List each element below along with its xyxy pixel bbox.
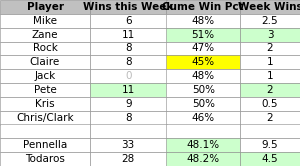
- Text: Jack: Jack: [34, 71, 56, 81]
- Text: 48.2%: 48.2%: [187, 154, 220, 164]
- Bar: [0, 124, 90, 138]
- Text: 50%: 50%: [192, 99, 215, 109]
- Bar: [0, 152, 90, 166]
- Text: 4.5: 4.5: [262, 154, 278, 164]
- Bar: [240, 69, 300, 83]
- Text: 48%: 48%: [192, 16, 215, 26]
- Bar: [167, 0, 240, 14]
- Bar: [90, 124, 166, 138]
- Text: 45%: 45%: [192, 57, 215, 67]
- Text: Rock: Rock: [33, 43, 57, 53]
- Bar: [0, 14, 90, 28]
- Bar: [167, 55, 240, 69]
- Text: 1: 1: [267, 71, 273, 81]
- Text: 2: 2: [267, 113, 273, 123]
- Bar: [167, 97, 240, 111]
- Text: Claire: Claire: [30, 57, 60, 67]
- Text: Cume Win Pct: Cume Win Pct: [162, 2, 244, 12]
- Bar: [90, 111, 166, 124]
- Text: 6: 6: [125, 16, 132, 26]
- Bar: [90, 55, 166, 69]
- Bar: [167, 152, 240, 166]
- Bar: [0, 111, 90, 124]
- Bar: [90, 14, 166, 28]
- Bar: [0, 97, 90, 111]
- Text: 46%: 46%: [192, 113, 215, 123]
- Bar: [167, 14, 240, 28]
- Bar: [90, 138, 166, 152]
- Bar: [0, 42, 90, 55]
- Text: 9: 9: [125, 99, 132, 109]
- Text: 9.5: 9.5: [262, 140, 278, 150]
- Text: Todaros: Todaros: [25, 154, 65, 164]
- Bar: [167, 138, 240, 152]
- Bar: [90, 97, 166, 111]
- Bar: [90, 28, 166, 42]
- Bar: [167, 69, 240, 83]
- Bar: [240, 55, 300, 69]
- Text: 8: 8: [125, 43, 132, 53]
- Bar: [240, 152, 300, 166]
- Text: 48%: 48%: [192, 71, 215, 81]
- Bar: [240, 138, 300, 152]
- Text: 8: 8: [125, 113, 132, 123]
- Text: 0.5: 0.5: [262, 99, 278, 109]
- Bar: [240, 0, 300, 14]
- Text: Zane: Zane: [32, 30, 58, 40]
- Text: Pennella: Pennella: [23, 140, 67, 150]
- Text: 47%: 47%: [192, 43, 215, 53]
- Bar: [90, 0, 166, 14]
- Text: 0: 0: [125, 71, 131, 81]
- Bar: [240, 42, 300, 55]
- Bar: [0, 83, 90, 97]
- Bar: [167, 111, 240, 124]
- Text: Mike: Mike: [33, 16, 57, 26]
- Text: 8: 8: [125, 57, 132, 67]
- Text: 2: 2: [267, 43, 273, 53]
- Bar: [0, 69, 90, 83]
- Bar: [90, 83, 166, 97]
- Text: 50%: 50%: [192, 85, 215, 95]
- Text: 2: 2: [267, 85, 273, 95]
- Bar: [0, 28, 90, 42]
- Bar: [0, 138, 90, 152]
- Bar: [240, 83, 300, 97]
- Bar: [167, 42, 240, 55]
- Text: Player: Player: [26, 2, 64, 12]
- Bar: [240, 124, 300, 138]
- Bar: [90, 69, 166, 83]
- Bar: [240, 97, 300, 111]
- Text: 28: 28: [122, 154, 135, 164]
- Text: 11: 11: [122, 30, 135, 40]
- Text: Kris: Kris: [35, 99, 55, 109]
- Bar: [0, 55, 90, 69]
- Text: 33: 33: [122, 140, 135, 150]
- Text: Wins this Week: Wins this Week: [83, 2, 173, 12]
- Text: Chris/Clark: Chris/Clark: [16, 113, 74, 123]
- Bar: [90, 152, 166, 166]
- Bar: [240, 111, 300, 124]
- Bar: [167, 124, 240, 138]
- Text: 3: 3: [267, 30, 273, 40]
- Text: 1: 1: [267, 57, 273, 67]
- Bar: [0, 0, 90, 14]
- Text: 11: 11: [122, 85, 135, 95]
- Text: 48.1%: 48.1%: [187, 140, 220, 150]
- Text: Week Wins: Week Wins: [238, 2, 300, 12]
- Bar: [167, 28, 240, 42]
- Text: 51%: 51%: [192, 30, 215, 40]
- Text: 2.5: 2.5: [262, 16, 278, 26]
- Bar: [240, 14, 300, 28]
- Text: Pete: Pete: [34, 85, 56, 95]
- Bar: [90, 42, 166, 55]
- Bar: [240, 28, 300, 42]
- Bar: [167, 83, 240, 97]
